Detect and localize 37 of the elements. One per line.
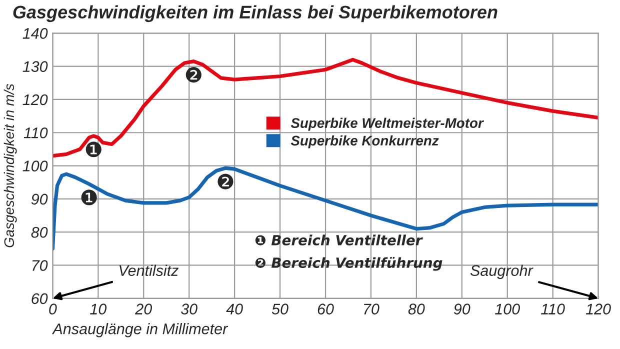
chart-title: Gasgeschwindigkeiten im Einlass bei Superbikemotoren bbox=[13, 5, 498, 22]
annotation: Saugrohr bbox=[470, 264, 534, 279]
annotation: ❶ bbox=[86, 142, 102, 158]
line-series bbox=[52, 166, 598, 250]
x-tick-label: 90 bbox=[454, 304, 470, 314]
legend-label: Superbike Konkurrenz bbox=[290, 135, 439, 148]
y-tick-label: 100 bbox=[22, 160, 48, 172]
x-tick-label: 40 bbox=[226, 304, 243, 314]
y-tick-label: 60 bbox=[32, 293, 48, 304]
x-tick-label: 10 bbox=[90, 304, 107, 314]
x-tick-label: 80 bbox=[408, 304, 425, 314]
line-series bbox=[52, 58, 598, 158]
y-tick-label: 80 bbox=[31, 226, 48, 238]
y-tick-label: 70 bbox=[32, 260, 48, 271]
x-tick-label: 30 bbox=[180, 304, 198, 314]
annotation: ❶ Bereich Ventilteller bbox=[255, 234, 423, 246]
x-tick-label: 60 bbox=[318, 304, 334, 314]
x-axis-title: Ansauglänge in Millimeter bbox=[52, 323, 228, 338]
legend-label: Superbike Weltmeister-Motor bbox=[290, 118, 484, 131]
x-tick-label: 120 bbox=[586, 304, 611, 314]
annotation: ❶ bbox=[81, 190, 97, 206]
x-tick-label: 50 bbox=[272, 304, 288, 314]
x-tick-label: 70 bbox=[364, 304, 380, 314]
y-tick-label: 120 bbox=[22, 94, 48, 106]
x-tick-label: 0 bbox=[49, 304, 57, 314]
y-axis-title: Gasgeschwindigkeit in m/s bbox=[4, 84, 17, 248]
annotation: ❷ bbox=[218, 174, 234, 190]
y-tick-label: 130 bbox=[22, 61, 48, 72]
x-tick-label: 110 bbox=[541, 304, 565, 314]
y-tick-label: 140 bbox=[22, 28, 48, 39]
y-tick-label: 90 bbox=[31, 194, 48, 205]
x-tick-label: 100 bbox=[495, 304, 520, 314]
annotation: ❷ bbox=[186, 66, 202, 83]
y-tick-label: 110 bbox=[24, 127, 48, 138]
annotation: ❷ Bereich Ventilführung bbox=[255, 257, 442, 271]
annotation: Ventilsitz bbox=[119, 264, 179, 276]
x-tick-label: 20 bbox=[135, 304, 152, 314]
